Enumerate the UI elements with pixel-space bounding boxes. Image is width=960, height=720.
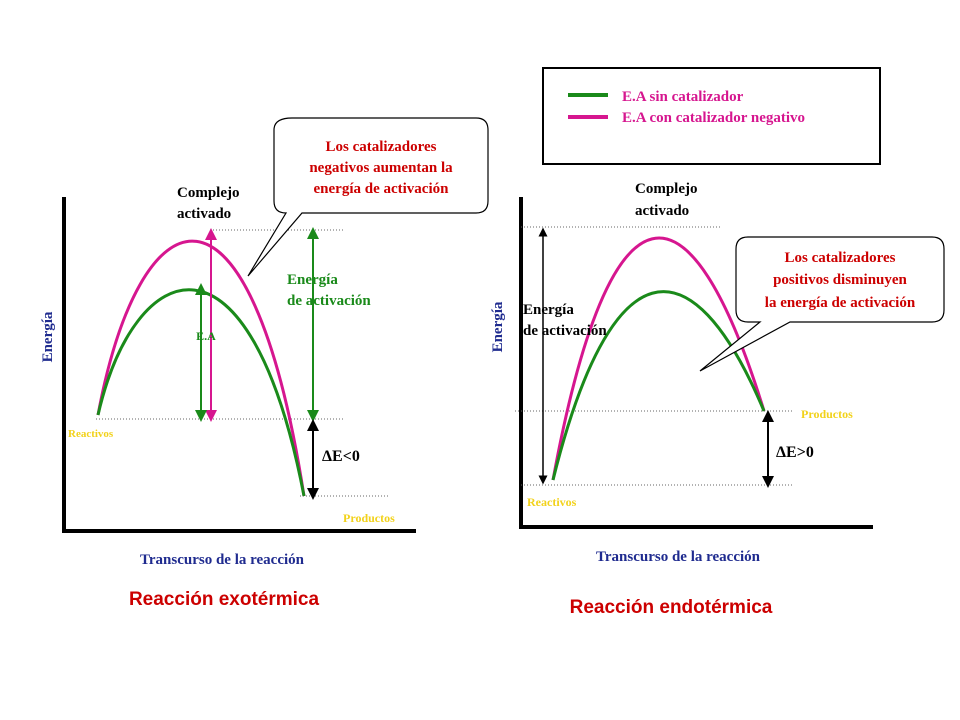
right-callout-line2: positivos disminuyen [773, 272, 907, 288]
right-x-axis-label: Transcurso de la reacción [596, 549, 761, 565]
left-productos-label: Productos [343, 511, 395, 525]
right-productos-label: Productos [801, 407, 853, 421]
right-activation-label-line1: Energía [523, 302, 574, 318]
left-callout-bubble [247, 117, 489, 277]
left-activation-label-line2: de activación [287, 293, 371, 309]
right-reactivos-label: Reactivos [527, 495, 577, 509]
left-ea-label: E.A [196, 329, 216, 343]
right-delta-label: ΔE>0 [776, 444, 814, 461]
endothermic-diagram: Los catalizadores positivos disminuyen l… [490, 181, 945, 618]
left-callout-line1: Los catalizadores [326, 139, 437, 155]
right-callout-line3: la energía de activación [765, 295, 916, 311]
right-title: Reacción endotérmica [570, 597, 773, 618]
right-activation-label-line2: de activación [523, 323, 607, 339]
left-activation-label-line1: Energía [287, 272, 338, 288]
left-delta-label: ΔE<0 [322, 448, 360, 465]
left-callout-line2: negativos aumentan la [309, 160, 453, 176]
right-callout-bubble [699, 236, 945, 372]
right-complejo-line2: activado [635, 203, 689, 219]
right-complejo-line1: Complejo [635, 181, 698, 197]
right-y-axis-label: Energía [490, 301, 506, 352]
legend-item-no-catalyst: E.A sin catalizador [622, 89, 744, 105]
left-curve-no-catalyst [96, 288, 306, 497]
left-y-axis-label: Energía [40, 311, 56, 362]
left-callout-line3: energía de activación [314, 181, 450, 197]
left-complejo-line1: Complejo [177, 185, 240, 201]
left-reactivos-label: Reactivos [68, 428, 114, 440]
exothermic-diagram: Los catalizadores negativos aumentan la … [40, 117, 489, 610]
left-curve-negative-catalyst [96, 239, 306, 497]
legend: E.A sin catalizador E.A con catalizador … [542, 67, 881, 165]
left-complejo-line2: activado [177, 206, 231, 222]
left-title: Reacción exotérmica [129, 589, 320, 610]
right-curve-negative-catalyst [551, 236, 766, 481]
legend-item-neg-catalyst: E.A con catalizador negativo [622, 110, 805, 126]
right-callout-line1: Los catalizadores [785, 250, 896, 266]
left-x-axis-label: Transcurso de la reacción [140, 552, 305, 568]
